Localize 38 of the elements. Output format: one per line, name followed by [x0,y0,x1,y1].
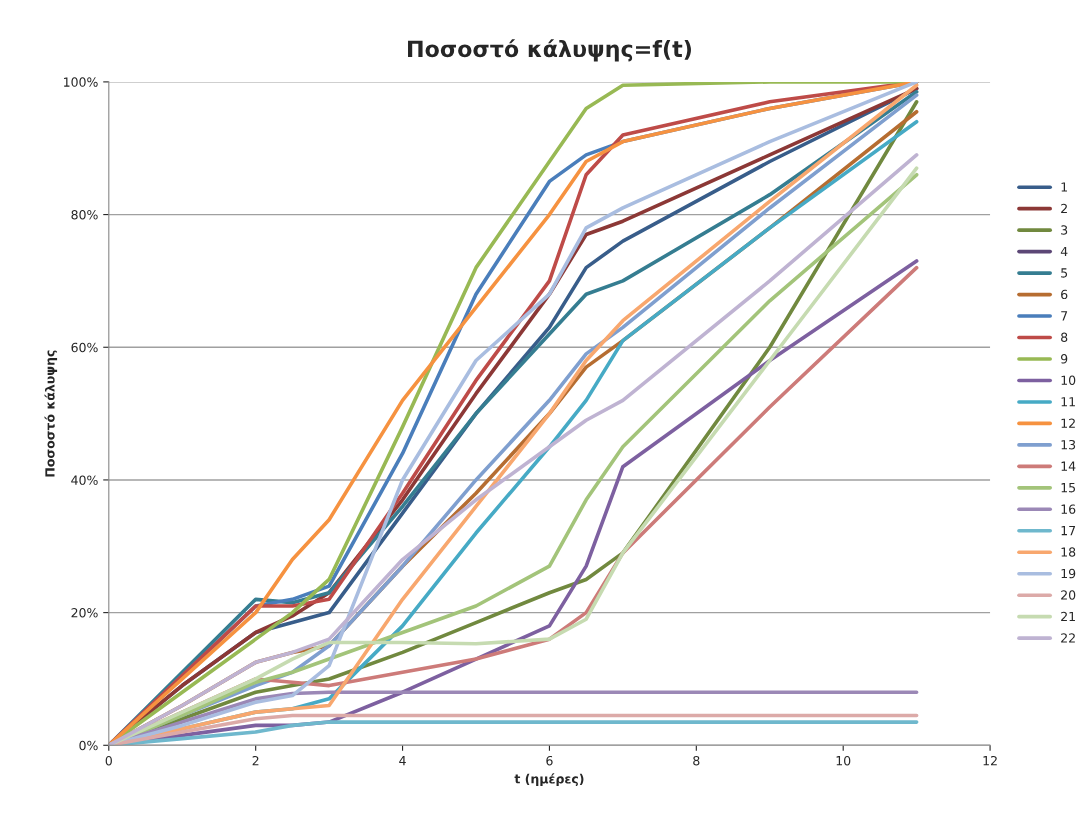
legend-label: 21 [1061,611,1075,622]
x-axis-title: t (ημέρες) [514,773,584,786]
x-tick-label: 0 [105,755,112,766]
x-tick-label: 8 [693,755,700,766]
y-tick-label: 60% [71,342,98,353]
legend-label: 9 [1060,354,1068,364]
y-tick-label: 0% [79,740,98,751]
legend-label: 13 [1061,439,1076,450]
legend-label: 20 [1061,590,1076,600]
legend-label: 22 [1061,633,1075,643]
legend-label: 18 [1061,547,1076,557]
legend-label: 15 [1061,483,1076,493]
legend-label: 11 [1061,397,1075,407]
legend-label: 17 [1061,526,1076,536]
legend-label: 12 [1061,418,1075,428]
y-tick-label: 80% [71,210,98,220]
x-tick-label: 10 [836,755,851,766]
legend-label: 16 [1061,504,1076,514]
legend-label: 3 [1061,225,1068,235]
x-tick-label: 2 [252,755,259,766]
legend-label: 4 [1060,246,1068,256]
legend-label: 8 [1061,332,1068,343]
x-tick-label: 12 [983,755,997,766]
legend-label: 19 [1061,568,1076,579]
legend-label: 1 [1061,182,1067,192]
chart-title: Ποσοστό κάλυψης=f(t) [408,39,691,62]
legend-label: 5 [1061,268,1068,278]
x-tick-label: 6 [546,755,553,766]
legend-label: 14 [1061,461,1076,471]
legend-label: 2 [1061,203,1067,214]
y-tick-label: 100% [64,77,98,87]
y-tick-label: 40% [71,475,98,485]
legend-label: 7 [1061,311,1068,321]
y-tick-label: 20% [71,608,98,618]
x-tick-label: 4 [399,756,406,766]
legend-label: 10 [1061,375,1076,386]
legend-label: 6 [1061,289,1068,300]
y-axis-title: Ποσοστό κάλυψης [44,350,58,477]
